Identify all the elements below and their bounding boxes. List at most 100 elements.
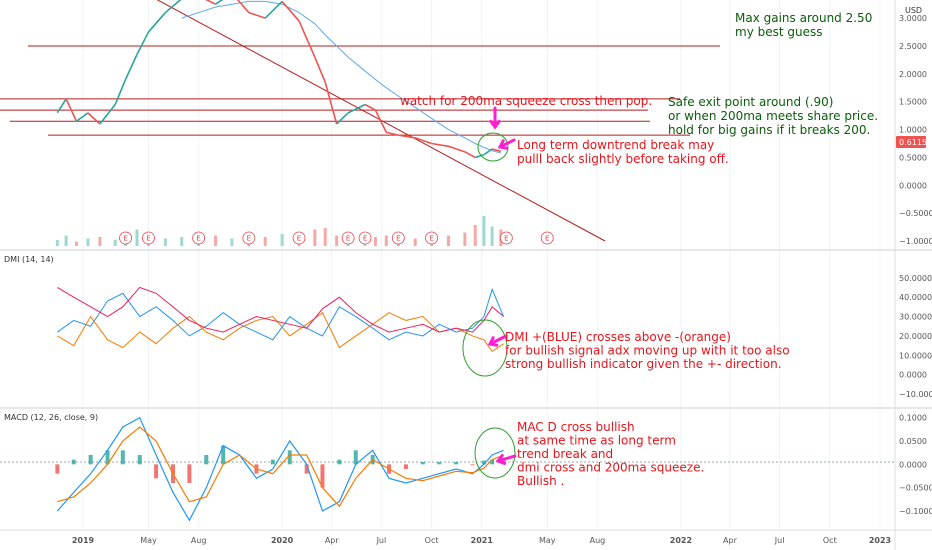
price-tick-label: 2.0000	[899, 70, 927, 79]
earnings-marker[interactable]	[119, 231, 132, 245]
earnings-marker[interactable]	[499, 231, 513, 245]
earnings-marker[interactable]	[192, 231, 206, 245]
earnings-marker[interactable]	[540, 231, 554, 245]
dmi-line-2	[57, 286, 504, 333]
earnings-marker[interactable]	[292, 231, 306, 245]
volume-bar	[64, 235, 68, 246]
macd-tick-label: −0.1000	[899, 507, 932, 516]
dmi-line-0	[57, 287, 505, 341]
annotation-line: my best guess	[735, 25, 823, 39]
macd-histogram-bar	[403, 464, 408, 469]
price-segment	[114, 79, 127, 105]
price-scale[interactable]: 3.0000 2.5000 2.0000 1.5000 1.0000 0.5000 0.00…	[899, 14, 932, 516]
macd-tick-label: 0.0500	[899, 437, 927, 446]
price-tick-label: 2.5000	[899, 42, 927, 51]
macd-histogram-bar	[420, 462, 425, 465]
time-tick-label: 2021	[471, 536, 494, 545]
volume-bar	[74, 241, 78, 246]
time-tick-label: Oct	[823, 536, 837, 545]
time-scale[interactable]: 2019 May Aug 2020 Apr Jul Oct 2021 May Aug 2022 Apr…	[72, 536, 891, 545]
volume-bar	[280, 234, 284, 246]
price-segment	[431, 142, 449, 148]
macd-histogram-bar	[287, 450, 292, 465]
price-segment	[314, 56, 326, 83]
dmi-tick-label: −10.0000	[899, 390, 932, 399]
macd-histogram-bar	[304, 464, 309, 474]
time-tick-label: 2022	[670, 536, 692, 545]
dmi-tick-label: 40.0000	[899, 293, 932, 302]
macd-histogram-bar	[437, 462, 442, 465]
price-segment	[464, 151, 476, 159]
price-segment	[491, 148, 502, 153]
annotation-downtrend-break[interactable]: Long term downtrend break may pulll back…	[517, 138, 729, 166]
annotation-line: strong bullish indicator given the +- di…	[505, 357, 782, 371]
price-segment	[99, 104, 116, 125]
price-segment	[65, 98, 78, 122]
annotation-safe-exit[interactable]: Safe exit point around (.90)or when 200m…	[668, 95, 878, 137]
horizontal-levels[interactable]	[0, 45, 720, 136]
macd-histogram-bar	[337, 459, 342, 465]
macd-series	[56, 416, 504, 522]
annotation-line: at same time as long term	[517, 434, 676, 448]
macd-histogram-bar	[71, 459, 76, 465]
price-segment	[386, 131, 399, 136]
arrow-macd-cross-head	[495, 453, 507, 465]
dmi-series	[57, 286, 505, 353]
macd-histogram-bar	[490, 459, 495, 465]
downtrend-line[interactable]	[88, 0, 606, 242]
arrow-ma-squeeze-head	[489, 119, 501, 130]
price-tick-label: −0.5000	[899, 209, 932, 218]
earnings-marker[interactable]	[391, 231, 405, 245]
price-segment	[414, 137, 432, 145]
macd-histogram-bar	[187, 464, 192, 483]
earnings-marker[interactable]	[425, 231, 438, 245]
price-segment	[347, 103, 366, 114]
price-tick-label: −1.0000	[899, 237, 932, 246]
time-tick-label: 2023	[869, 536, 891, 545]
annotation-line: DMI +(BLUE) crosses above -(orange)	[505, 330, 731, 344]
volume-bar	[180, 237, 184, 246]
macd-histogram-bar	[105, 450, 110, 465]
earnings-marker[interactable]	[242, 231, 256, 245]
macd-tick-label: 0.1000	[899, 414, 927, 423]
macd-panel[interactable]: MACD (12, 26, close, 9)	[0, 413, 895, 522]
arrow-macd-cross	[496, 454, 517, 463]
annotation-dmi-cross[interactable]: DMI +(BLUE) crosses above -(orange)for b…	[505, 330, 790, 371]
annotation-ma-squeeze[interactable]: watch for 200ma squeeze cross then pop.	[400, 94, 652, 108]
annotation-line: hold for big gains if it breaks 200.	[668, 123, 870, 137]
dmi-tick-label: 10.0000	[899, 351, 932, 360]
volume-bar	[335, 235, 339, 246]
earnings-label: E	[396, 235, 400, 243]
volume-bar	[323, 228, 327, 246]
macd-histogram-bar	[88, 455, 93, 465]
price-segment	[147, 12, 166, 33]
dmi-highlight-circle	[462, 319, 508, 377]
earnings-label: E	[429, 235, 433, 243]
volume-bar	[490, 226, 494, 246]
earnings-label: E	[297, 235, 301, 243]
time-tick-label: Apr	[325, 536, 340, 545]
price-segment	[215, 0, 224, 5]
volume-bar	[263, 237, 267, 246]
annotation-line: Safe exit point around (.90)	[668, 95, 833, 109]
macd-line	[56, 416, 504, 522]
price-segment	[474, 153, 485, 159]
earnings-marker[interactable]	[358, 231, 372, 245]
price-segment	[248, 11, 266, 19]
volume-bar	[113, 240, 117, 246]
price-segment	[164, 0, 182, 14]
annotation-line: Bullish .	[517, 474, 564, 488]
dmi-panel[interactable]: DMI (14, 14)	[4, 255, 508, 377]
annotation-arrows	[487, 106, 517, 465]
price-segment	[483, 148, 493, 156]
macd-histogram-bar	[320, 464, 325, 488]
earnings-marker[interactable]	[142, 231, 155, 245]
earnings-marker[interactable]	[341, 231, 355, 245]
volume-bar	[163, 238, 167, 246]
